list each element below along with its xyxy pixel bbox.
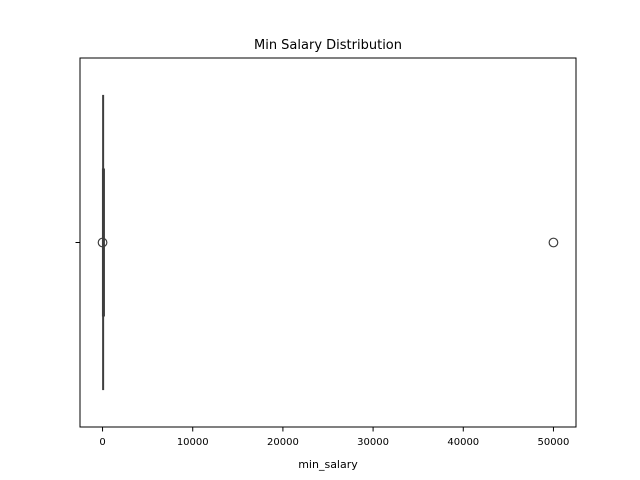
plot-area-frame	[79, 57, 577, 428]
x-axis-label: min_salary	[298, 458, 358, 471]
x-tick-label: 50000	[538, 437, 570, 448]
box-plot-marks	[97, 94, 559, 391]
outlier-point	[97, 237, 108, 248]
x-tick-label: 0	[99, 437, 105, 448]
outlier-point	[548, 237, 559, 248]
x-tick-label: 10000	[177, 437, 209, 448]
x-tick-label: 20000	[267, 437, 299, 448]
x-axis-ticks: 0 10000 20000 30000 40000 50000	[99, 427, 569, 448]
chart-title: Min Salary Distribution	[254, 38, 402, 53]
x-tick-label: 30000	[357, 437, 389, 448]
x-tick-label: 40000	[447, 437, 479, 448]
